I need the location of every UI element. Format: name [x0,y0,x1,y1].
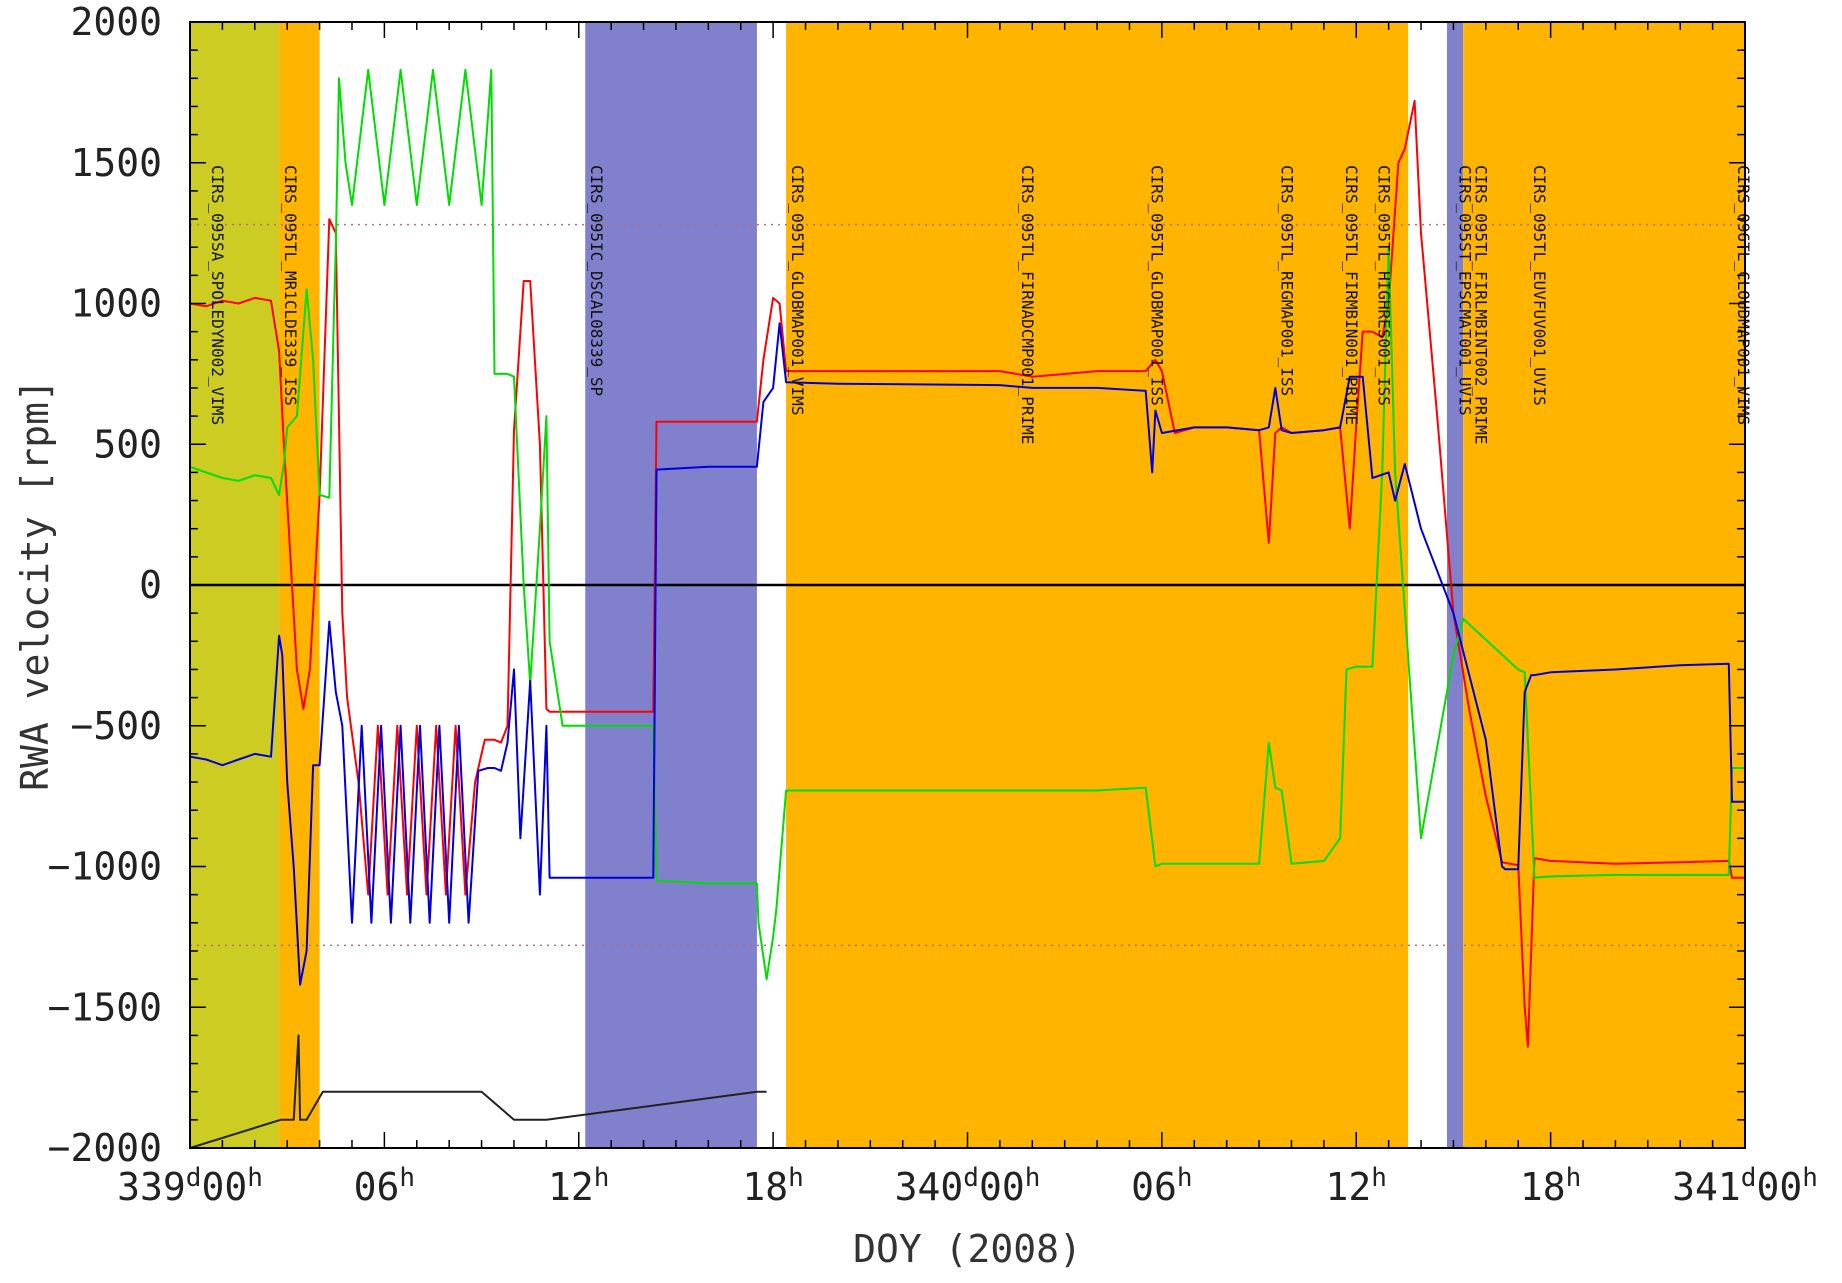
x-tick-labels: 339d00h 06h 12h 18h 340d00h 06h 12h 18h 341d00h [117,1163,1818,1209]
y-tick-label: −1000 [48,845,162,889]
observation-label-10: CIRS_095TL_FIRLMBINT002_PRIME [1472,165,1491,444]
x-tick-label: 12h [1326,1163,1387,1209]
x-tick-label: 18h [1520,1163,1581,1209]
y-tick-label: −2000 [48,1126,162,1170]
observation-label-4: CIRS_095TL_FIRNADCMP001_PRIME [1018,165,1037,444]
observation-bands [190,22,1745,1148]
x-tick-label: 06h [1131,1163,1192,1209]
observation-label-2: CIRS_095IC_DSCAL08339_SP [587,165,606,396]
observation-label-8: CIRS_095TL_HIGHRES001_ISS [1374,165,1393,406]
series-line-3 [189,1034,767,1149]
y-tick-labels: −2000 −1500 −1000 −500 0 500 1000 1500 2000 [48,0,162,1170]
rwa-series [189,68,1745,1149]
observation-label-5: CIRS_095TL_GLOBMAP001_ISS [1148,165,1167,406]
observation-label-7: CIRS_095TL_FIRMBIN001_PRIME [1342,165,1361,425]
observation-label-12: CIRS_096TL_CLOUDMAP001_VIMS [1734,165,1753,425]
x-tick-label: 18h [742,1163,803,1209]
x-tick-label: 06h [354,1163,415,1209]
observation-label-9: CIRS_095ST_EPSCMAT001_UVIS [1455,165,1474,415]
reference-lines [190,223,1745,947]
observation-label-1: CIRS_095TL_MR1CLDE339_ISS [281,165,300,406]
y-tick-label: 2000 [70,0,162,44]
y-tick-label: 500 [93,422,162,466]
observation-label-0: CIRS_095SA_SPOLEDYN002_VIMS [208,165,227,425]
x-tick-label: 12h [548,1163,609,1209]
y-tick-label: 1000 [70,282,162,326]
series-line-1 [189,68,1745,981]
x-tick-label: 341d00h [1672,1163,1818,1209]
x-tick-label: 340d00h [895,1163,1041,1209]
y-tick-label: −1500 [48,985,162,1029]
x-tick-label: 339d00h [117,1163,263,1209]
y-tick-label: 0 [139,563,162,607]
observation-label-3: CIRS_095TL_GLOBMAP001_VIMS [788,165,807,415]
y-tick-label: −500 [70,704,162,748]
y-tick-label: 1500 [70,141,162,185]
observation-label-6: CIRS_095TL_REGMAP001_ISS [1277,165,1296,396]
axis-ticks [189,21,1746,1149]
x-axis-title: DOY (2008) [853,1227,1082,1271]
series-line-2 [189,322,1745,986]
series-line-0 [189,99,1745,1048]
y-axis-title: RWA velocity [rpm] [13,379,57,791]
observation-label-11: CIRS_095TL_EUVFUV001_UVIS [1530,165,1549,406]
